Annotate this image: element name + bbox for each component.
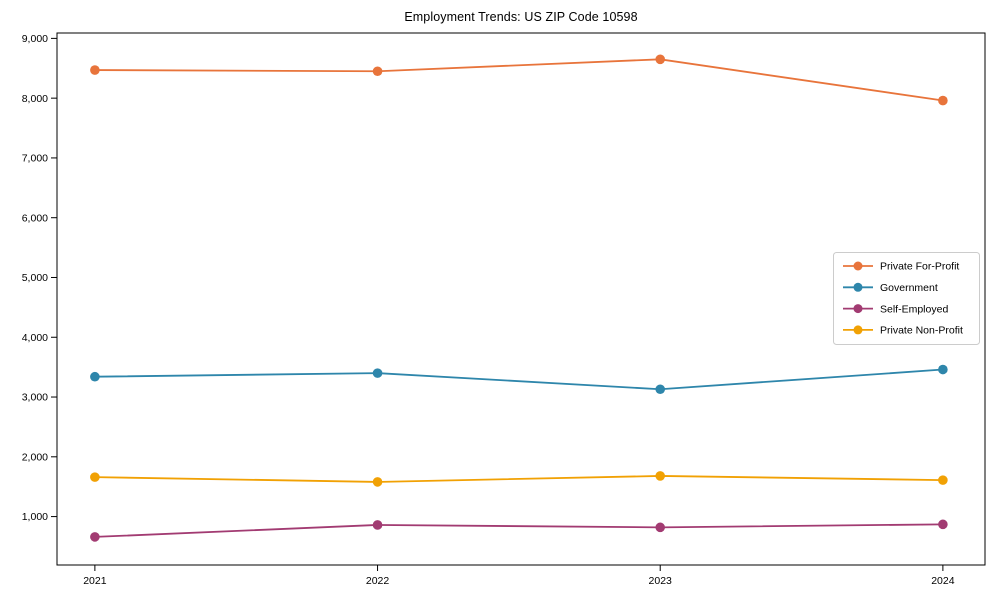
x-tick-label: 2022 [366, 575, 390, 587]
x-tick-label: 2024 [931, 575, 955, 587]
y-tick-label: 1,000 [22, 511, 48, 523]
legend-item: Private For-Profit [843, 261, 959, 273]
y-tick-label: 6,000 [22, 212, 48, 224]
series-line-private-non-profit [93, 475, 944, 483]
legend-item: Private Non-Profit [843, 325, 963, 337]
series-line-self-employed [93, 523, 944, 538]
y-tick-label: 9,000 [22, 33, 48, 45]
data-point-self-employed [938, 519, 948, 530]
legend-label-government: Government [880, 282, 938, 294]
legend-frame [833, 252, 980, 345]
legend-marker-private-non-profit [853, 325, 863, 335]
data-point-private-non-profit [90, 472, 100, 482]
x-tick-label: 2023 [649, 575, 673, 587]
legend-marker-government [853, 282, 863, 292]
y-tick-label: 5,000 [22, 272, 48, 284]
legend-item: Self-Employed [843, 303, 948, 315]
series-line-private-for-profit [93, 58, 944, 102]
data-point-private-for-profit [655, 54, 666, 65]
legend-marker-private-for-profit [853, 261, 863, 271]
data-point-government [938, 364, 948, 375]
y-tick-label: 7,000 [22, 153, 48, 165]
data-point-private-for-profit [938, 95, 948, 106]
series-line-government [93, 368, 944, 391]
y-tick-label: 8,000 [22, 93, 48, 105]
legend-label-private-for-profit: Private For-Profit [880, 261, 959, 273]
data-point-self-employed [655, 522, 666, 533]
data-point-private-non-profit [938, 475, 948, 485]
data-point-private-non-profit [655, 471, 666, 481]
data-point-private-for-profit [90, 65, 100, 75]
data-point-self-employed [90, 532, 100, 542]
legend: Private For-Profit Government Self-Employe… [833, 252, 980, 345]
y-tick-label: 3,000 [22, 392, 48, 404]
legend-label-self-employed: Self-Employed [880, 303, 948, 315]
y-tick-label: 4,000 [22, 332, 48, 344]
plot-border [56, 32, 986, 566]
chart-title: Employment Trends: US ZIP Code 10598 [404, 10, 638, 24]
legend-item: Government [843, 282, 938, 294]
data-point-government [90, 371, 100, 382]
data-point-private-non-profit [372, 477, 383, 487]
legend-marker-self-employed [853, 304, 863, 314]
legend-label-private-non-profit: Private Non-Profit [880, 325, 963, 337]
data-point-government [372, 368, 383, 378]
data-point-government [655, 384, 666, 395]
data-point-private-for-profit [372, 66, 383, 77]
y-tick-label: 2,000 [22, 451, 48, 463]
data-point-self-employed [372, 520, 383, 530]
x-tick-label: 2021 [83, 575, 107, 587]
